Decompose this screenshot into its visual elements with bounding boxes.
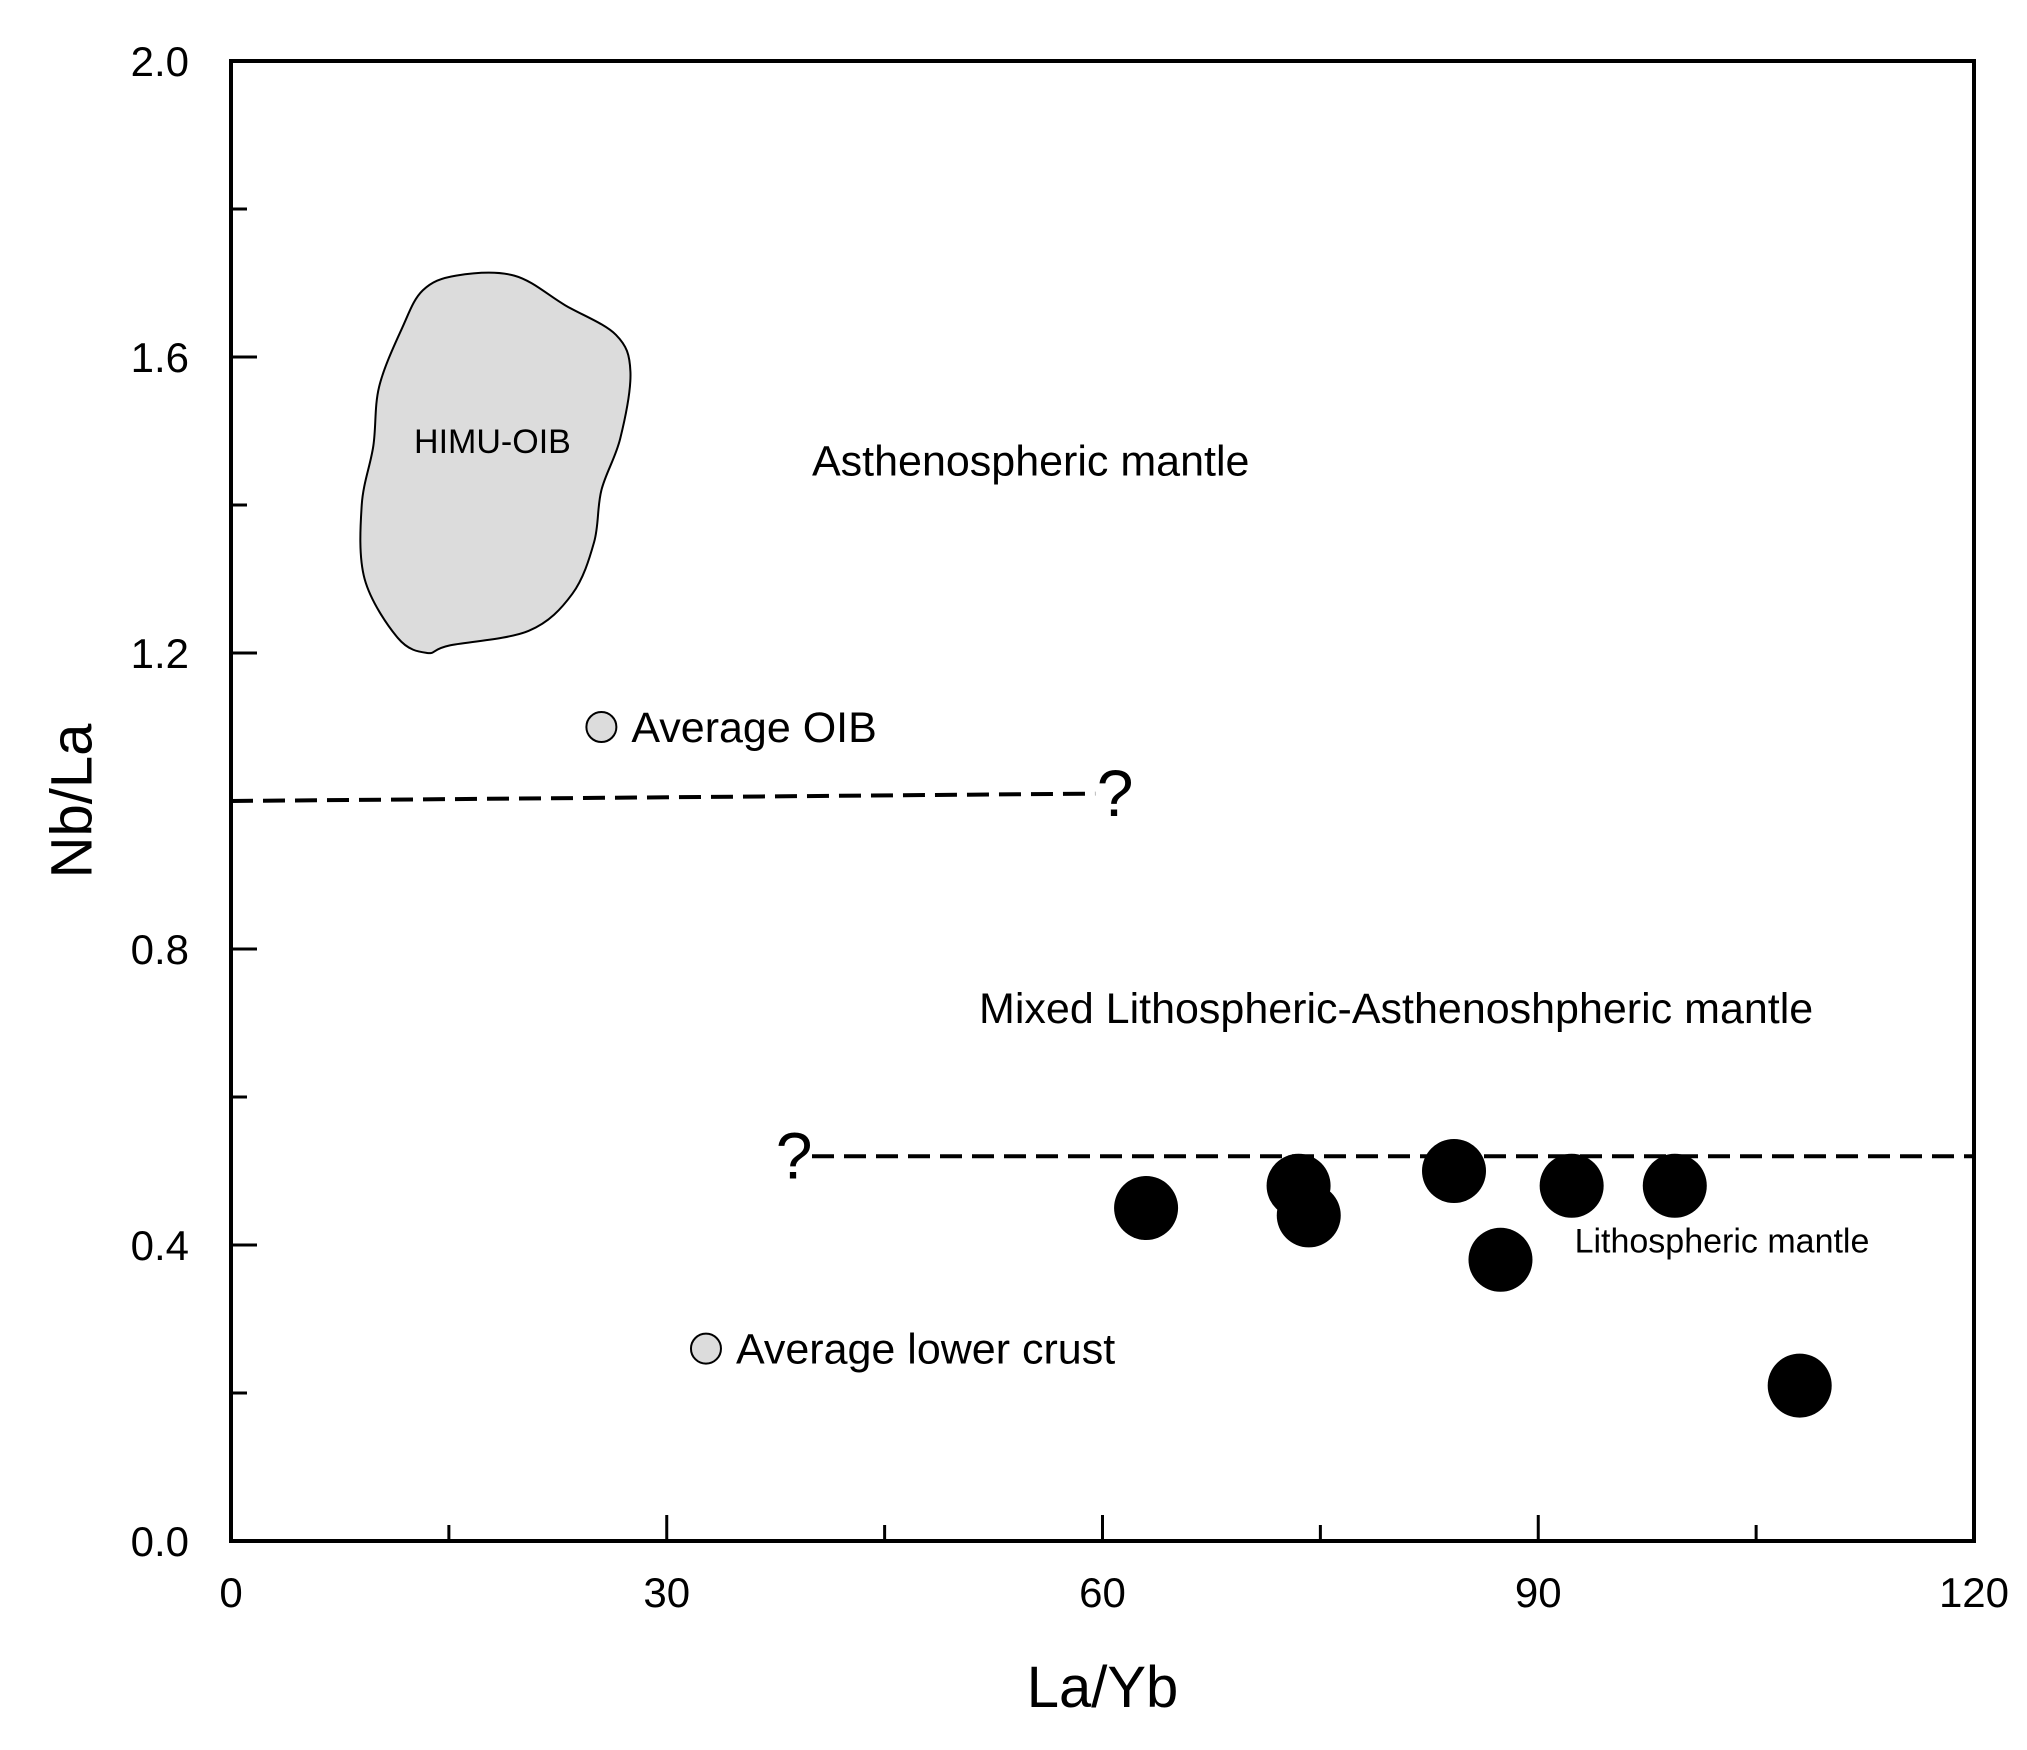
x-tick-label: 0 — [219, 1569, 242, 1616]
boundary-line — [230, 791, 1096, 803]
x-axis-title: La/Yb — [1027, 1655, 1179, 1720]
sample-point — [1642, 1153, 1707, 1218]
region-label: Lithospheric mantle — [1575, 1222, 1870, 1260]
x-tick-label: 120 — [1939, 1569, 2009, 1616]
question-mark: ? — [1097, 756, 1134, 830]
reference-point — [689, 1332, 722, 1365]
ticks: 0 30 60 90 120 0.0 0.4 0.8 1.2 1.6 2.0 — [131, 38, 2009, 1616]
reference-label: Average lower crust — [736, 1326, 1115, 1374]
y-tick-label: 1.2 — [131, 630, 189, 677]
y-tick-label: 0.0 — [131, 1518, 189, 1565]
x-tick-label: 60 — [1079, 1569, 1126, 1616]
y-tick-label: 0.4 — [131, 1222, 189, 1269]
sample-point — [1422, 1139, 1487, 1203]
region-label: Asthenospheric mantle — [812, 437, 1249, 485]
y-tick-label: 2.0 — [131, 38, 189, 85]
x-tick-label: 30 — [643, 1569, 690, 1616]
sample-point — [1468, 1227, 1533, 1292]
y-tick-label: 0.8 — [131, 926, 189, 973]
reference-point — [585, 711, 618, 743]
boundary-layer — [230, 791, 1974, 1159]
sample-point — [1276, 1183, 1341, 1248]
y-axis-title: Nb/La — [39, 723, 104, 879]
x-tick-label: 90 — [1515, 1569, 1562, 1616]
sample-point — [1767, 1353, 1832, 1418]
himu-oib-field — [359, 271, 632, 655]
region-label: Mixed Lithospheric-Asthenoshpheric mantl… — [979, 985, 1813, 1033]
annotations: Asthenospheric mantle Mixed Lithospheric-… — [776, 437, 1870, 1260]
y-tick-label: 1.6 — [131, 334, 189, 381]
sample-point — [1539, 1153, 1604, 1218]
reference-label: Average OIB — [631, 704, 876, 752]
field-layer: HIMU-OIB — [359, 271, 632, 655]
sample-point — [1114, 1176, 1179, 1240]
question-mark: ? — [776, 1118, 813, 1192]
data-points: Average OIB Average lower crust — [585, 704, 1832, 1418]
himu-oib-label: HIMU-OIB — [414, 423, 571, 461]
